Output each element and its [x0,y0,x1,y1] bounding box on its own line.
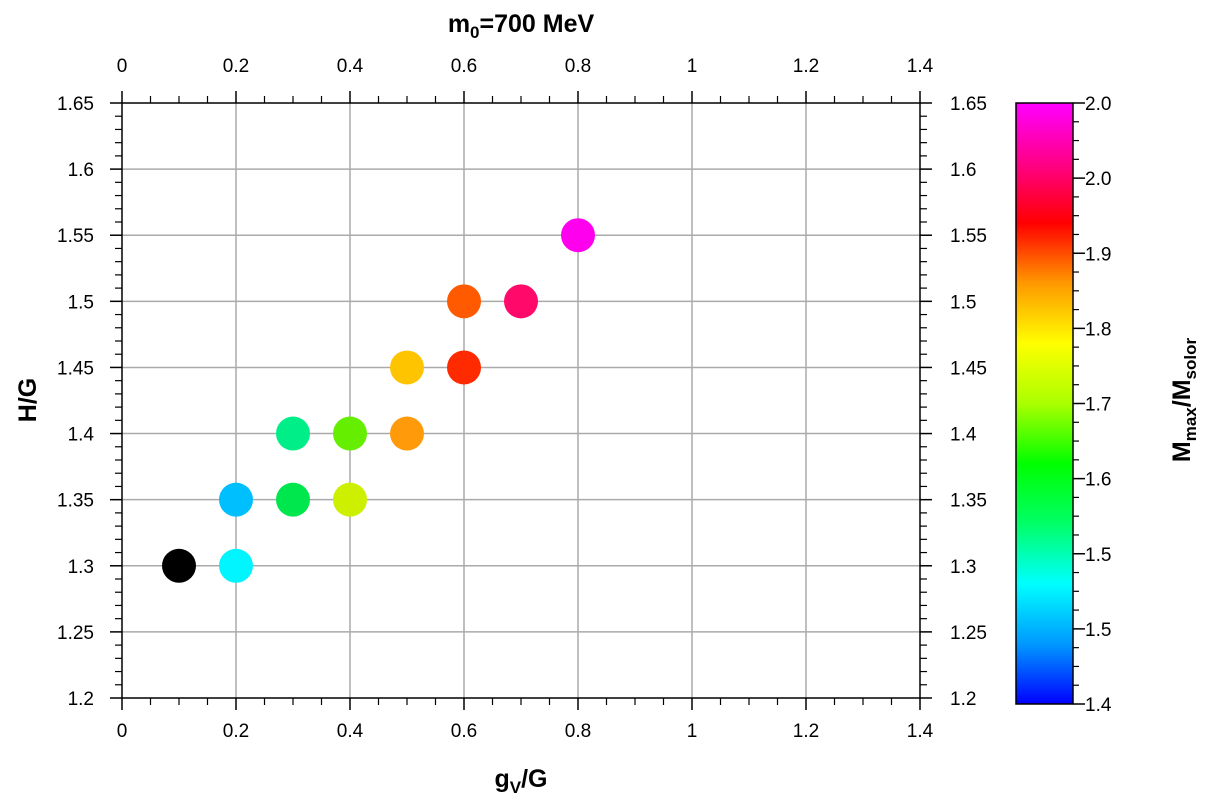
x-tick-label: 0.4 [337,721,364,742]
x-tick-label: 0.6 [451,721,477,742]
colorbar-tick-label: 1.5 [1085,545,1111,566]
colorbar-tick-label: 1.4 [1085,695,1112,716]
x-tick-label: 1.4 [907,721,934,742]
x-top-tick-label: 1.2 [793,56,819,77]
y-tick-label: 1.65 [57,94,94,115]
y-right-tick-label: 1.5 [950,292,976,313]
data-point [162,548,196,583]
data-point [333,482,367,517]
y-tick-label: 1.6 [68,160,94,181]
colorbar-tick-label: 1.7 [1085,395,1111,416]
colorbar-tick-label: 1.5 [1085,620,1111,641]
colorbar-tick-label: 1.9 [1085,244,1111,265]
y-axis-title: H/G [14,378,42,422]
data-point [390,350,424,385]
x-top-tick-label: 0.8 [565,56,591,77]
plot-frame [121,102,921,699]
x-tick-label: 1.2 [793,721,819,742]
data-point [276,482,310,517]
y-tick-label: 1.35 [57,491,94,512]
x-axis-title: gV/G [494,765,547,797]
y-right-tick-label: 1.25 [950,623,987,644]
chart-title: m0=700 MeV [448,10,595,42]
y-right-tick-label: 1.65 [950,94,987,115]
y-right-tick-label: 1.55 [950,226,987,247]
colorbar-ticks: 1.4 1.5 1.5 1.6 1.7 1.8 1.9 2.0 2.0 [1073,94,1112,716]
colorbar-tick-label: 1.8 [1085,319,1111,340]
y-right-tick-label: 1.6 [950,160,976,181]
y-right-tick-label: 1.2 [950,689,976,710]
axis-ticks [110,91,932,710]
x-top-tick-label: 1.4 [907,56,934,77]
x-top-tick-label: 0.6 [451,56,477,77]
x-top-tick-label: 1 [687,56,698,77]
colorbar-title: Mmax/Msolor [1168,338,1200,463]
y-right-tick-label: 1.4 [950,425,977,446]
data-point [447,284,481,319]
y-tick-label: 1.3 [68,557,94,578]
y-right-tick-label: 1.45 [950,358,987,379]
colorbar-tick-label: 1.6 [1085,470,1111,491]
y-right-tick-label: 1.35 [950,491,987,512]
x-top-tick-label: 0 [117,56,128,77]
data-point [276,416,310,451]
x-tick-label: 1 [687,721,698,742]
data-point [219,548,253,583]
data-point [447,350,481,385]
y-tick-label: 1.55 [57,226,94,247]
data-point [333,416,367,451]
x-top-tick-label: 0.2 [223,56,249,77]
tick-labels: 0 0 0.2 0.2 0.4 0.4 0.6 0.6 0.8 0.8 1 1 1.2 1.2 1.4 1.4… [57,56,987,742]
data-point [561,218,595,253]
y-tick-label: 1.5 [68,292,94,313]
colorbar [1015,102,1074,705]
y-tick-label: 1.45 [57,358,94,379]
colorbar-tick-label: 2.0 [1085,169,1111,190]
x-tick-label: 0 [117,721,128,742]
x-tick-label: 0.8 [565,721,591,742]
data-point [390,416,424,451]
data-point [504,284,538,319]
x-top-tick-label: 0.4 [337,56,364,77]
y-tick-label: 1.2 [68,689,94,710]
grid-lines [122,103,920,698]
data-points [162,218,595,583]
data-point [219,482,253,517]
y-right-tick-label: 1.3 [950,557,976,578]
x-tick-label: 0.2 [223,721,249,742]
colorbar-tick-label: 2.0 [1085,94,1111,115]
y-tick-label: 1.25 [57,623,94,644]
y-tick-label: 1.4 [68,425,95,446]
